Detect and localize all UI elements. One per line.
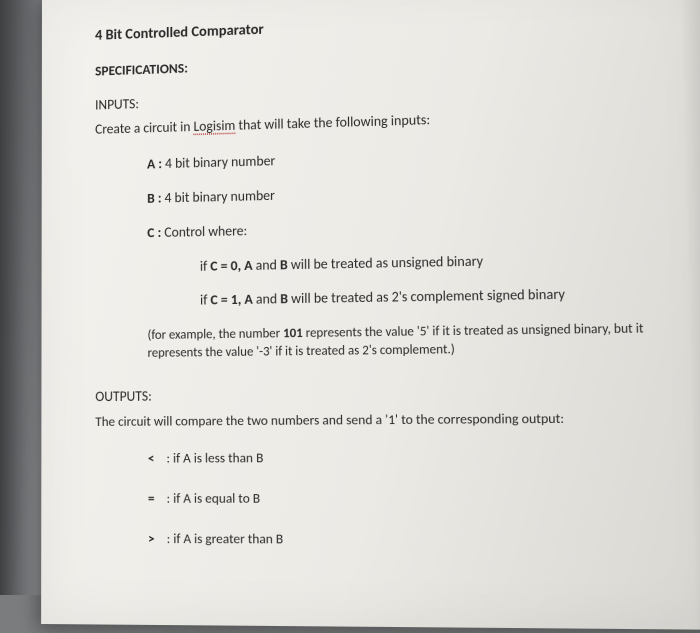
input-c-label: C : (147, 224, 161, 241)
c0-cond: C = 0, A (210, 257, 252, 275)
shadow-left (0, 0, 36, 595)
lt-text: if A is less than B (170, 449, 263, 466)
input-b-row: B : 4 bit binary number (147, 177, 691, 209)
outputs-desc: The circuit will compare the two numbers… (95, 409, 696, 432)
create-prefix: Create a circuit in (95, 118, 193, 137)
c1-cond: C = 1, A (210, 291, 252, 309)
doc-title: 4 Bit Controlled Comparator (95, 4, 687, 45)
create-suffix: that will take the following inputs: (235, 111, 430, 133)
c0-suffix: will be treated as unsigned binary (288, 252, 484, 273)
eq-symbol: = (148, 489, 164, 507)
gt-symbol: > (148, 530, 164, 548)
c0-prefix: if (200, 257, 210, 274)
c1-mid: and (253, 291, 281, 308)
input-a-row: A : 4 bit binary number (147, 141, 690, 174)
note-a: (for example, the number (148, 327, 284, 344)
eq-text: if A is equal to B (170, 489, 260, 506)
spec-heading: SPECIFICATIONS: (95, 43, 688, 82)
c0-mid: and (253, 256, 280, 273)
note-101: 101 (283, 326, 303, 341)
outputs-heading: OUTPUTS: (95, 383, 695, 407)
output-lt-row: < : if A is less than B (148, 447, 697, 468)
input-c-row: C : Control where: (147, 212, 691, 242)
output-gt-row: > : if A is greater than B (148, 530, 699, 550)
input-b-text: 4 bit binary number (162, 187, 275, 206)
input-c-text: Control where: (161, 222, 247, 241)
c0-line: if C = 0, A and B will be treated as uns… (200, 248, 693, 276)
input-a-label: A : (147, 155, 162, 172)
c1-line: if C = 1, A and B will be treated as 2's… (200, 284, 693, 311)
lt-symbol: < (148, 449, 164, 467)
document-page: 4 Bit Controlled Comparator SPECIFICATIO… (41, 0, 700, 630)
c1-suffix: will be treated as 2's complement signed… (288, 286, 565, 308)
example-note: (for example, the number 101 represents … (147, 320, 673, 362)
c1-prefix: if (200, 292, 211, 309)
logisim-word: Logisim (193, 117, 235, 135)
input-a-text: 4 bit binary number (162, 152, 275, 172)
output-eq-row: = : if A is equal to B (148, 489, 698, 508)
gt-text: if A is greater than B (170, 530, 283, 547)
photo-background: 4 Bit Controlled Comparator SPECIFICATIO… (0, 0, 700, 595)
input-b-label: B : (147, 190, 161, 207)
